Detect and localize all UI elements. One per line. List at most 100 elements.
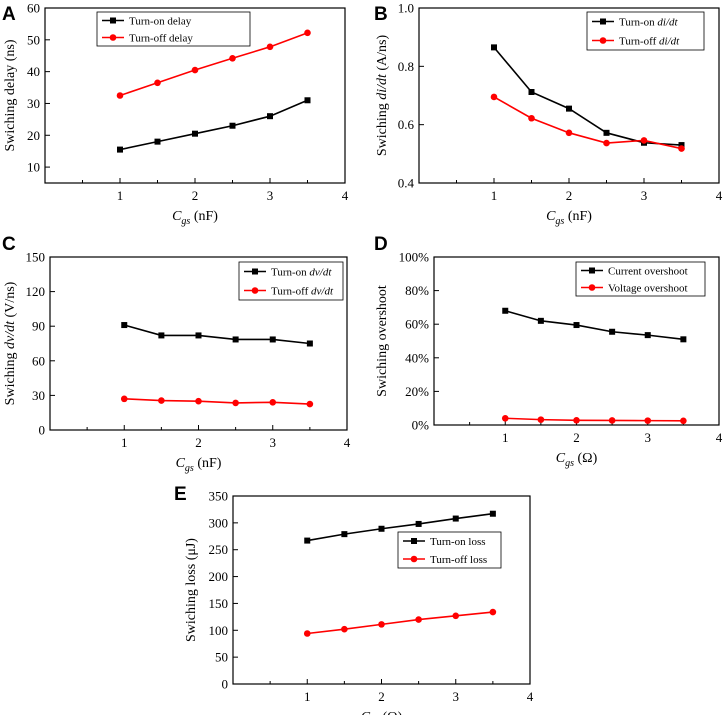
y-tick-label: 1.0 [398,1,414,16]
data-point-circle [116,92,124,99]
y-tick-label: 100% [399,250,430,265]
data-point-circle [644,417,652,424]
y-tick-label: 60 [32,353,45,368]
x-axis-label-symbol: C [546,209,556,224]
series-first [502,307,687,343]
x-axis-label-symbol: C [361,710,371,715]
panel-letter: E [174,484,187,505]
x-axis-label-symbol: C [556,451,566,466]
x-axis-label-unit: (Ω) [379,710,403,715]
chart-panel-c: C 1 2 3 4 0 30 60 90 120 150 Cgs (nF) Swiching dv/dt… [2,234,351,474]
data-point-square [341,531,348,538]
legend-label-part: Current overshoot [608,266,688,278]
data-point-square [232,336,239,343]
data-point-square [566,105,572,112]
legend: Current overshoot Voltage overshoot [575,261,706,297]
y-tick-label: 20 [27,128,40,143]
x-tick-label: 1 [491,188,498,203]
x-axis-label-symbol: C [176,456,186,471]
data-point-square [502,307,509,314]
data-point-circle [120,395,128,403]
x-tick-label: 4 [527,689,534,704]
data-point-circle [191,66,199,74]
legend-marker-circle [251,287,259,294]
y-axis-label-part: (A/ns) [375,34,390,74]
series-line [307,512,493,542]
data-point-square [678,142,685,149]
x-tick-label: 1 [121,435,128,450]
y-axis-label-part: Swiching delay (ns) [3,39,18,151]
y-tick-label: 50 [215,650,228,665]
data-point-square [537,317,544,324]
data-point-circle [229,54,236,62]
series-second [501,414,687,425]
x-tick-label: 4 [342,188,349,203]
y-tick-label: 350 [209,489,229,504]
legend-box [96,11,251,47]
data-point-square [195,332,202,339]
chart-panel-e: E 1 2 3 4 0 50 100 150 200 250 300 350 Cgs (Ω) Swichin… [174,484,534,715]
x-axis-label: Cgs (nF) [546,209,592,227]
y-tick-label: 30 [32,388,45,403]
legend-marker-square [110,17,116,24]
x-tick-label: 3 [267,188,274,203]
data-point-circle [341,625,348,633]
x-axis-label-subscript: gs [185,463,194,474]
x-axis-label-unit: (Ω) [574,451,598,466]
legend-label-part: Turn-off [619,36,659,48]
y-tick-label: 40 [27,64,40,79]
legend-label: Turn-on dv/dt [271,267,332,279]
y-tick-label: 30 [27,96,40,111]
y-tick-label: 0.4 [398,176,415,191]
legend-marker-square [600,18,606,25]
x-tick-label: 4 [716,188,723,203]
data-point-square [117,146,123,153]
data-point-circle [490,93,498,101]
x-tick-label: 1 [304,689,311,704]
data-point-circle [680,417,687,425]
data-point-circle [378,621,385,628]
y-tick-label: 150 [209,596,229,611]
legend-label: Turn-on di/dt [619,17,679,29]
x-axis-label-unit: (nF) [564,209,592,224]
data-point-square [603,129,610,136]
legend-label-part: Voltage overshoot [608,283,688,295]
data-point-square [644,332,651,339]
data-point-circle [528,114,535,122]
y-tick-label: 20% [405,384,429,399]
legend: Turn-on di/dt Turn-off di/dt [586,11,705,51]
y-tick-label: 250 [209,542,229,557]
x-tick-label: 2 [192,188,199,203]
data-point-square [267,113,273,120]
x-axis-label: Cgs (Ω) [361,710,403,715]
legend: Turn-on dv/dt Turn-off dv/dt [238,261,344,301]
legend-marker-circle [599,37,607,44]
data-point-circle [154,79,161,87]
y-tick-label: 0 [222,677,229,692]
legend-label: Turn-off di/dt [619,36,680,48]
data-point-circle [608,417,616,424]
panel-letter: A [2,4,16,25]
series-second [116,29,311,99]
y-axis-label-part: Swiching loss (μJ) [184,538,199,642]
legend-label: Turn-off dv/dt [271,286,334,298]
series-line [124,324,310,345]
x-tick-label: 4 [716,430,723,445]
y-tick-label: 300 [209,515,229,530]
data-point-square [378,525,385,532]
x-tick-label: 2 [195,435,202,450]
legend-label-part: Turn-off [271,286,311,298]
series-line [119,32,308,97]
legend-label: Voltage overshoot [608,283,688,295]
data-point-circle [501,414,509,422]
legend-marker-circle [588,284,596,291]
legend-label-part: dv/dt [309,267,332,279]
chart-panel-d: D1 2 3 40%20%40%60%80%100%Cgs (Ω)Swiching o… [374,234,723,469]
x-tick-label: 1 [117,188,124,203]
data-point-circle [415,616,422,623]
legend-label-part: di/dt [657,17,678,29]
legend-label-part: Turn-on [619,17,657,29]
y-tick-label: 200 [209,569,229,584]
series-line [119,99,308,151]
series-line [307,611,493,635]
